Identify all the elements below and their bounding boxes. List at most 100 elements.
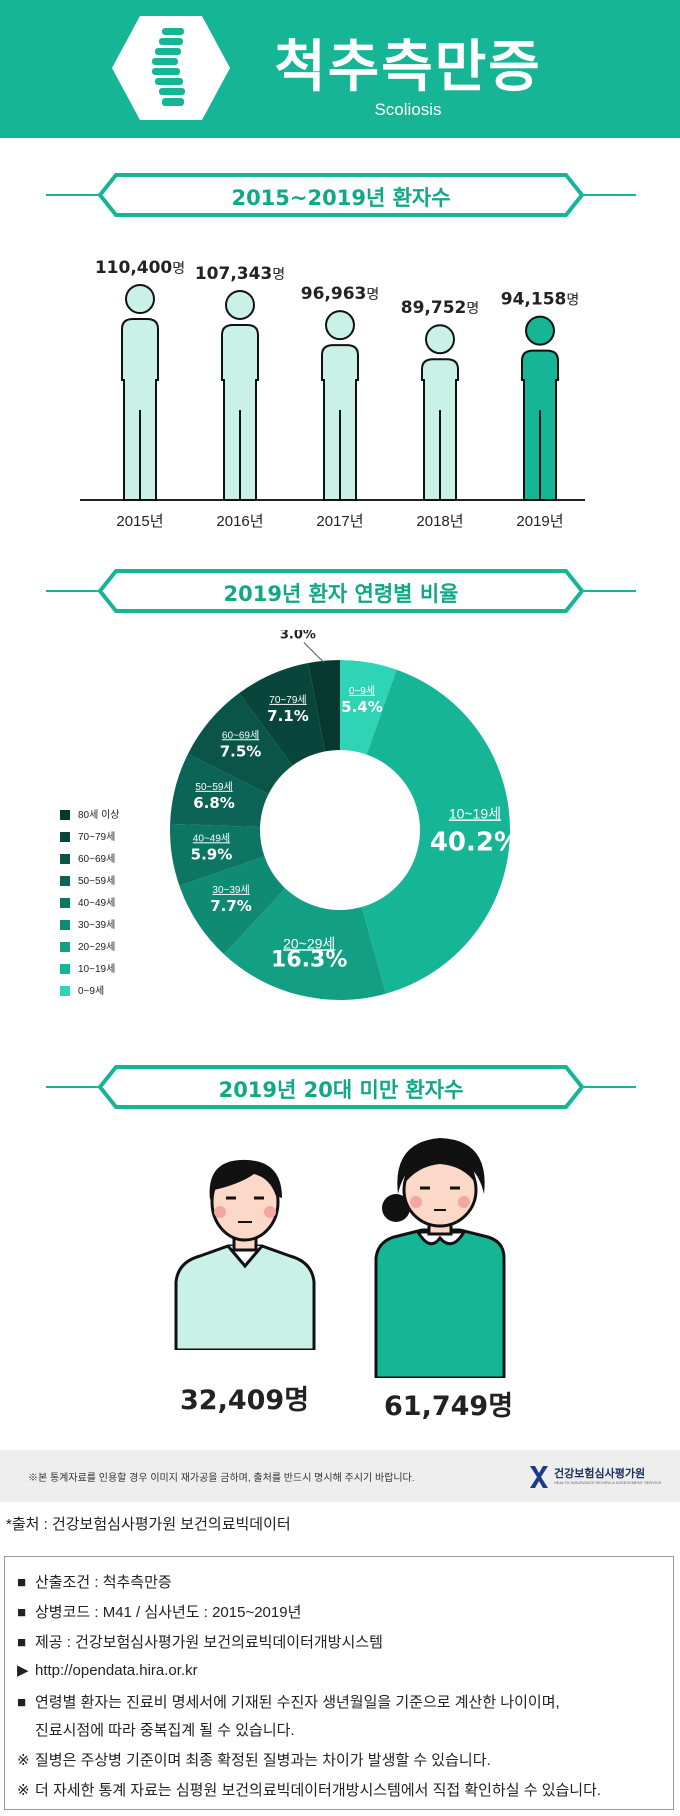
org-subname: HEALTH INSURANCE REVIEW & ASSESSMENT SER… (554, 1480, 662, 1485)
bar-value-label: 110,400명 (95, 258, 185, 278)
page-subtitle: Scoliosis (374, 100, 442, 119)
bar (421, 324, 459, 501)
info-line: ▶ http://opendata.hira.or.kr (17, 1661, 198, 1679)
legend-swatch (60, 920, 70, 931)
legend-swatch (60, 898, 70, 909)
legend-swatch (60, 964, 70, 975)
slice-category-label: 30~39세 (212, 884, 249, 896)
info-line: ■ 산출조건 : 척추측만증 (17, 1571, 172, 1592)
legend-item: 70~79세 (60, 828, 115, 846)
slice-value-label: 7.1% (267, 707, 309, 725)
info-text: 더 자세한 통계 자료는 심평원 보건의료빅데이터개방시스템에서 직접 확인하실… (35, 1782, 602, 1799)
female-count: 61,749명 (384, 1391, 514, 1422)
legend-item: 30~39세 (60, 916, 115, 934)
bullet-icon: ■ (17, 1694, 27, 1711)
head (525, 315, 555, 346)
x-tick-label: 2018년 (416, 513, 463, 530)
bar-value-label: 94,158명 (501, 290, 580, 310)
head (225, 289, 255, 320)
bar-value-label: 107,343명 (195, 264, 285, 284)
info-text: 산출조건 : 척추측만증 (35, 1574, 172, 1591)
x-tick-label: 2019년 (516, 513, 563, 530)
donut-slice (179, 856, 286, 955)
bar (521, 315, 559, 501)
legend-item: 60~69세 (60, 850, 115, 868)
info-text: 제공 : 건강보험심사평가원 보건의료빅데이터개방시스템 (35, 1634, 383, 1651)
page-title: 척추측만증 (274, 35, 542, 100)
bar (221, 289, 259, 501)
x-tick-label: 2015년 (116, 513, 163, 530)
legend-label: 30~39세 (78, 920, 116, 931)
notice-text: ※본 통계자료를 인용할 경우 이미지 재가공을 금하며, 출처를 반드시 명시… (28, 1473, 415, 1484)
legend-label: 50~59세 (78, 876, 116, 887)
slice-value-label: 16.3% (271, 947, 347, 972)
bullet-icon: ▶ (17, 1662, 29, 1679)
legend-item: 0~9세 (60, 982, 104, 1000)
legend-item: 40~49세 (60, 894, 115, 912)
x-tick-label: 2016년 (216, 513, 263, 530)
donut-slice (170, 823, 265, 886)
section-banner-age: 2019년 환자 연령별 비율 (46, 566, 636, 616)
female-patient-icon (374, 1138, 506, 1378)
bar-value-label: 89,752명 (401, 298, 480, 318)
bullet-icon: ■ (17, 1574, 27, 1591)
male-patient-icon (174, 1159, 316, 1350)
info-line: ※ 더 자세한 통계 자료는 심평원 보건의료빅데이터개방시스템에서 직접 확인하… (17, 1779, 601, 1800)
slice-value-label: 40.2% (430, 827, 520, 857)
slice-category-label: 40~49세 (193, 832, 230, 844)
legend-label: 0~9세 (78, 986, 105, 997)
legend-label: 40~49세 (78, 898, 116, 909)
bullet-icon: ■ (17, 1634, 27, 1651)
info-line: ※ 질병은 주상병 기준이며 최종 확정된 질병과는 차이가 발생할 수 있습니다… (17, 1749, 491, 1770)
info-text: 연령별 환자는 진료비 명세서에 기재된 수진자 생년월일을 기준으로 계산한 … (35, 1694, 560, 1711)
legend-swatch (60, 986, 70, 997)
legend-label: 20~29세 (78, 942, 116, 953)
legend-item: 50~59세 (60, 872, 115, 890)
org-logo: 건강보험심사평가원 HEALTH INSURANCE REVIEW & ASSE… (528, 1462, 668, 1492)
slice-category-label: 20~29세 (283, 935, 335, 951)
legend-swatch (60, 876, 70, 887)
slice-value-label: 7.5% (220, 742, 262, 760)
donut-slice (361, 669, 511, 994)
slice-category-label: 50~59세 (195, 781, 232, 793)
slice-value-label: 3.0% (280, 630, 316, 643)
bar-value-label: 96,963명 (301, 284, 380, 304)
section-title: 2015~2019년 환자수 (231, 186, 451, 210)
donut-slice (170, 753, 269, 828)
info-line: ■ 연령별 환자는 진료비 명세서에 기재된 수진자 생년월일을 기준으로 계산한… (17, 1691, 560, 1712)
info-box: ■ 산출조건 : 척추측만증 ■ 상병코드 : M41 / 심사년도 : 2015~2… (4, 1556, 674, 1810)
legend-swatch (60, 810, 70, 821)
bullet-icon: ※ (17, 1782, 30, 1799)
bar (121, 284, 159, 501)
donut-slice (308, 660, 340, 752)
head (425, 324, 455, 355)
legend-swatch (60, 942, 70, 953)
head (325, 310, 355, 341)
head (125, 284, 155, 314)
info-text: 상병코드 : M41 / 심사년도 : 2015~2019년 (35, 1604, 302, 1621)
x-tick-label: 2017년 (316, 513, 363, 530)
donut-slice (340, 660, 397, 755)
donut-slice (239, 663, 325, 766)
legend-item: 10~19세 (60, 960, 115, 978)
section-title: 2019년 환자 연령별 비율 (223, 582, 459, 606)
slice-value-label: 5.4% (341, 698, 383, 716)
bullet-icon: ※ (17, 1752, 30, 1769)
legend-label: 70~79세 (78, 832, 116, 843)
bar (321, 310, 359, 501)
source-text: *출처 : 건강보험심사평가원 보건의료빅데이터 (6, 1516, 291, 1533)
legend-swatch (60, 832, 70, 843)
donut-slice (187, 693, 293, 795)
legend-label: 60~69세 (78, 854, 116, 865)
legend-swatch (60, 854, 70, 865)
info-text[interactable]: http://opendata.hira.or.kr (35, 1662, 198, 1679)
header-banner: 척추측만증 Scoliosis (0, 0, 680, 138)
slice-value-label: 7.7% (210, 897, 252, 915)
info-line: 진료시점에 따라 중복집계 될 수 있습니다. (17, 1719, 295, 1740)
legend-label: 10~19세 (78, 964, 116, 975)
info-text: 진료시점에 따라 중복집계 될 수 있습니다. (35, 1722, 295, 1739)
notice-bar: ※본 통계자료를 인용할 경우 이미지 재가공을 금하며, 출처를 반드시 명시… (0, 1450, 680, 1502)
info-line: ■ 제공 : 건강보험심사평가원 보건의료빅데이터개방시스템 (17, 1631, 383, 1652)
legend-item: 80세 이상 (60, 806, 120, 824)
